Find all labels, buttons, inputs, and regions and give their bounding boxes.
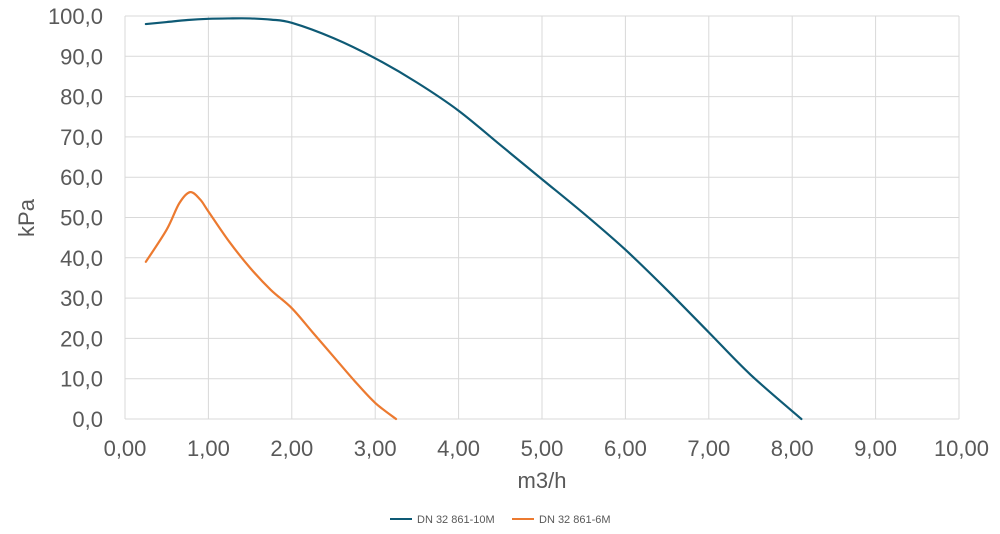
y-tick-label: 90,0 <box>60 44 103 69</box>
x-tick-label: 5,00 <box>521 436 564 461</box>
gridlines <box>124 15 960 420</box>
y-tick-label: 30,0 <box>60 286 103 311</box>
y-tick-label: 70,0 <box>60 125 103 150</box>
y-tick-label: 10,0 <box>60 367 103 392</box>
x-tick-label: 3,00 <box>354 436 397 461</box>
x-tick-label: 4,00 <box>437 436 480 461</box>
x-axis-title: m3/h <box>518 468 567 493</box>
series-line-2 <box>144 190 398 421</box>
y-axis-title: kPa <box>14 198 39 237</box>
legend-label: DN 32 861-10M <box>417 514 495 526</box>
y-tick-label: 50,0 <box>60 206 103 231</box>
series-lines <box>144 17 803 421</box>
x-tick-label: 7,00 <box>687 436 730 461</box>
series-line-1 <box>144 17 803 421</box>
x-axis-tick-labels: 0,00 1,00 2,00 3,00 4,00 5,00 6,00 7,00 8,00 9,00… <box>104 436 989 461</box>
x-tick-label: 6,00 <box>604 436 647 461</box>
y-tick-label: 40,0 <box>60 246 103 271</box>
x-tick-label: 10,00 <box>934 436 989 461</box>
y-tick-label: 100,0 <box>48 4 103 29</box>
legend-label: DN 32 861-6M <box>539 514 611 526</box>
x-tick-label: 8,00 <box>771 436 814 461</box>
y-tick-label: 60,0 <box>60 165 103 190</box>
x-tick-label: 0,00 <box>104 436 147 461</box>
y-axis-tick-labels: 0,0 10,0 20,0 30,0 40,0 50,0 60,0 70,0 80,0 90,0 1… <box>48 4 103 432</box>
x-tick-label: 1,00 <box>187 436 230 461</box>
x-tick-label: 9,00 <box>854 436 897 461</box>
y-tick-label: 20,0 <box>60 326 103 351</box>
y-tick-label: 0,0 <box>72 407 103 432</box>
y-tick-label: 80,0 <box>60 85 103 110</box>
x-tick-label: 2,00 <box>270 436 313 461</box>
legend: DN 32 861-10M DN 32 861-6M <box>390 514 611 526</box>
